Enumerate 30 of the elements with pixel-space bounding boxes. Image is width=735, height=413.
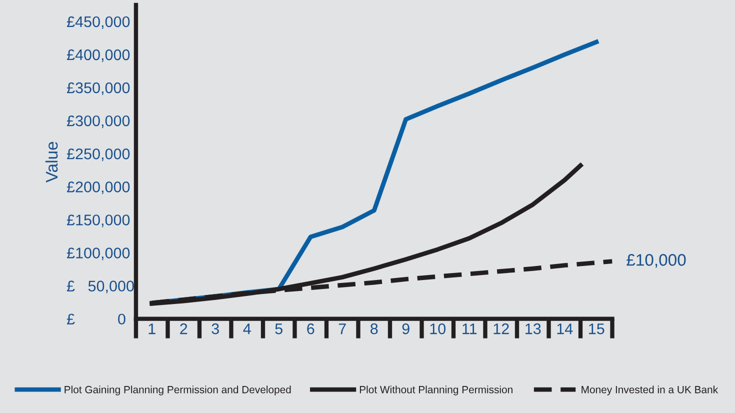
x-tick-label: 10 — [430, 323, 446, 334]
x-tick-label: 4 — [243, 324, 251, 334]
y-tick-label: £300,000 — [66, 115, 130, 128]
y-tick-label: £100,000 — [66, 248, 130, 260]
y-tick-label: £200,000 — [66, 182, 130, 194]
x-tick-label: 15 — [589, 324, 604, 334]
x-tick-label: 11 — [462, 324, 477, 334]
legend-label: Plot Without Planning Permission — [360, 386, 512, 396]
y-tick-label: £400,000 — [66, 49, 130, 62]
x-tick-label: 1 — [148, 324, 156, 334]
y-tick-label: £ 0 — [66, 314, 126, 325]
y-tick-label: £450,000 — [66, 16, 130, 29]
y-axis-title: Value — [45, 142, 58, 183]
x-tick-label: 13 — [526, 323, 541, 334]
x-tick-label: 3 — [212, 323, 219, 334]
y-tick-label: £350,000 — [66, 82, 130, 96]
x-tick-label: 9 — [402, 323, 410, 334]
x-tick-label: 12 — [494, 323, 509, 334]
y-tick-label: £150,000 — [66, 214, 130, 228]
x-tick-label: 6 — [307, 323, 314, 334]
y-tick-label: £ 50,000 — [66, 280, 134, 294]
annotation: £10,000 — [626, 254, 686, 268]
x-tick-label: 14 — [557, 324, 573, 334]
y-tick-label: £250,000 — [66, 148, 130, 162]
x-tick-label: 2 — [180, 323, 188, 334]
legend-label: Plot Gaining Planning Permission and Developed — [64, 386, 291, 396]
x-tick-label: 7 — [338, 324, 346, 334]
legend-label: Money Invested in a UK Bank — [582, 386, 718, 396]
x-tick-label: 5 — [275, 324, 282, 334]
x-tick-label: 8 — [370, 323, 378, 334]
